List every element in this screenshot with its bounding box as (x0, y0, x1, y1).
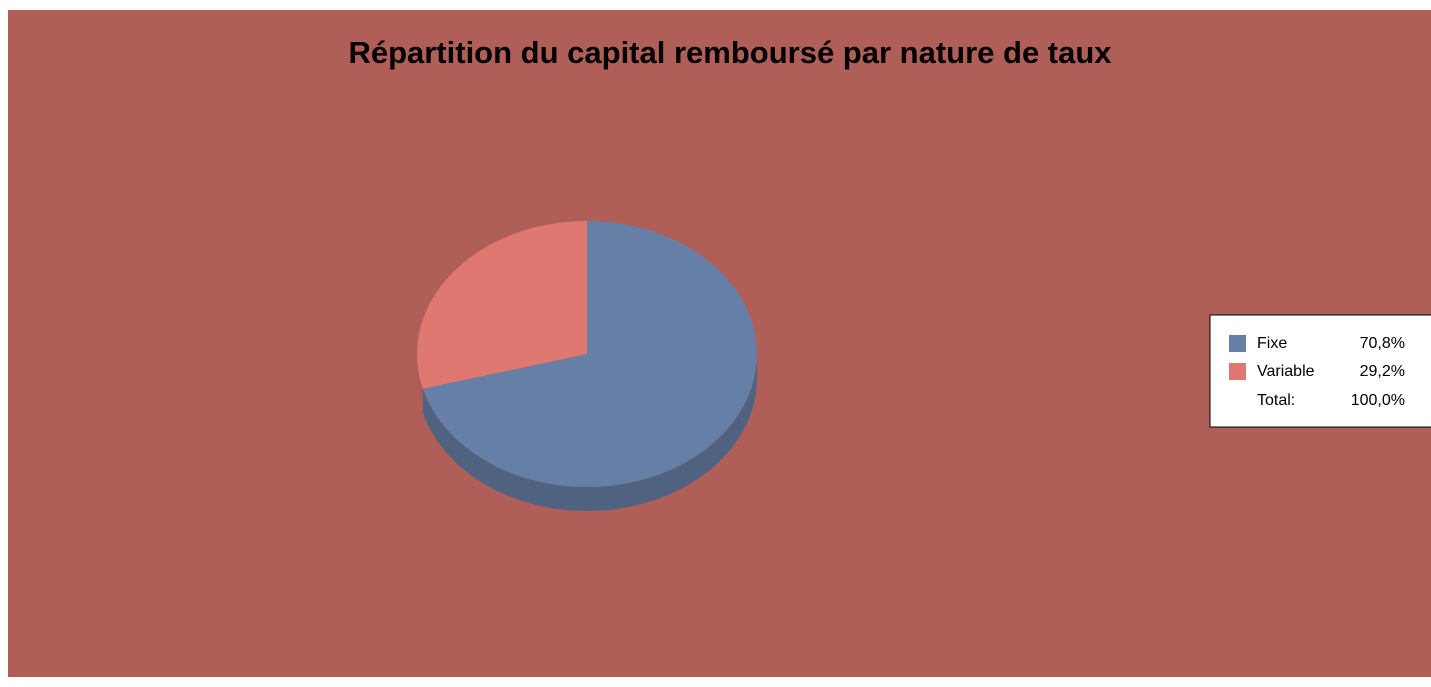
legend-total-label: Total: (1257, 392, 1295, 409)
pie-side (417, 354, 423, 413)
chart-title: Répartition du capital remboursé par nat… (348, 35, 1112, 70)
pie-side (422, 354, 757, 512)
legend-value: 70,8% (1360, 335, 1405, 352)
legend-value: 29,2% (1360, 363, 1405, 380)
pie-top (422, 221, 757, 488)
legend-total-value: 100,0% (1351, 392, 1405, 409)
legend-swatch (1229, 335, 1246, 352)
pie-slice (422, 221, 757, 512)
legend-label: Fixe (1257, 335, 1287, 352)
legend-swatch (1229, 363, 1246, 380)
pie-slice (417, 221, 587, 413)
legend-label: Variable (1257, 363, 1315, 380)
legend-box (1209, 314, 1431, 428)
pie-top (417, 221, 587, 389)
